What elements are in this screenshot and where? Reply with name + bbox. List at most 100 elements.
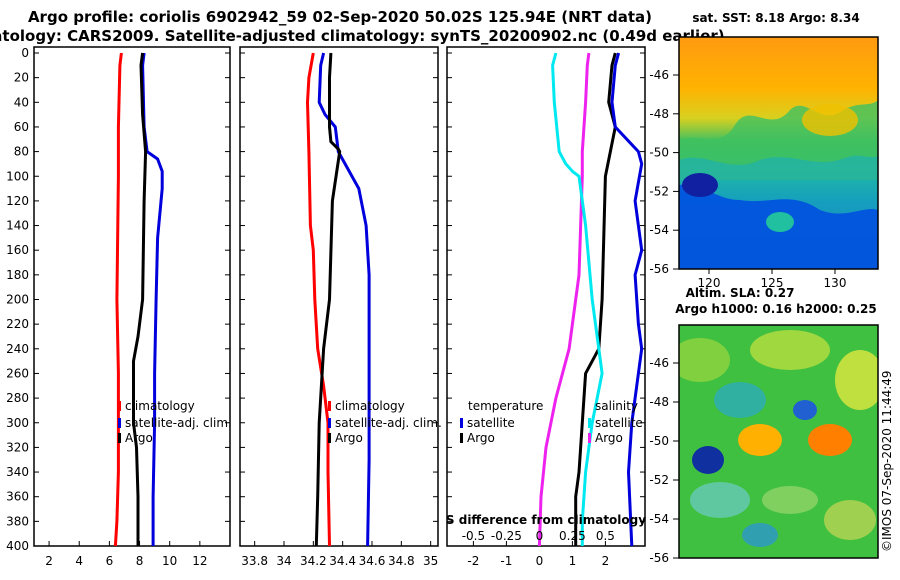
sla-blob <box>690 482 750 518</box>
temperature-panel-frame <box>33 46 231 547</box>
ytick-label: 400 <box>6 539 29 553</box>
sst-map: sat. SST: 8.18 Argo: 8.34 -46 -48 -50 -52 -5… <box>649 11 879 290</box>
xtick-label: 34.8 <box>388 554 415 568</box>
legend-swatch-sal-satellite <box>588 418 591 428</box>
sst-eddy <box>766 212 794 232</box>
ytick-label: 300 <box>6 416 29 430</box>
legend-label-sal-argo: Argo <box>595 431 623 445</box>
legend-label-sal-satellite: satellite <box>595 416 643 430</box>
series-line-argo <box>314 52 342 547</box>
sst-map-title: sat. SST: 8.18 Argo: 8.34 <box>692 11 859 25</box>
sla-low <box>692 446 724 474</box>
xtick-label: 12 <box>192 554 207 568</box>
xtick-label: 34.6 <box>359 554 386 568</box>
ytick-label: 0 <box>21 46 29 60</box>
axes-group: 0204060801001201401601802002202402602803… <box>6 46 645 568</box>
ytick-label: 240 <box>6 342 29 356</box>
map-ytick-label: -50 <box>649 146 669 160</box>
sla-low <box>793 400 817 420</box>
sst-axes: -46 -48 -50 -52 -54 -56 120 125 130 <box>649 68 846 290</box>
title-line-2: Climatology: CARS2009. Satellite-adjuste… <box>0 27 725 45</box>
sst-cold-eddy <box>682 173 718 197</box>
series-line-temperature-argo <box>574 52 617 546</box>
ytick-label: 340 <box>6 465 29 479</box>
xtick-label: 2 <box>602 554 610 568</box>
curves-group <box>113 52 644 547</box>
legend-swatch-temp-argo <box>460 433 463 443</box>
series-line-salinity-argo <box>610 52 644 547</box>
ytick-label: 80 <box>14 145 29 159</box>
difference-legend: temperature satellite Argo salinity sate… <box>460 399 643 445</box>
legend-label-argo: Argo <box>335 431 363 445</box>
xtick-label: 4 <box>75 554 83 568</box>
sla-high <box>738 424 782 456</box>
legend-label-temp-satellite: satellite <box>467 416 515 430</box>
ytick-label: 160 <box>6 243 29 257</box>
sst-warm-patch <box>802 104 858 136</box>
sla-blob <box>750 330 830 370</box>
sla-map: Altim. SLA: 0.27 Argo h1000: 0.16 h2000:… <box>649 286 879 565</box>
legend-swatch-argo <box>328 433 331 443</box>
xtick-label: 6 <box>106 554 114 568</box>
temperature-legend: climatology satellite-adj. clim. Argo <box>118 399 232 445</box>
ytick-label: 180 <box>6 268 29 282</box>
sla-blob <box>679 338 730 382</box>
secondary-xtick-label: -0.5 <box>462 529 485 543</box>
secondary-xtick-label: 0.25 <box>559 529 586 543</box>
series-line-salinity-satellite <box>551 52 604 546</box>
legend-swatch-temp-satellite <box>460 418 463 428</box>
sla-blob <box>824 500 876 540</box>
legend-swatch-satellite <box>118 418 121 428</box>
ytick-label: 140 <box>6 219 29 233</box>
legend-label-temp-argo: Argo <box>467 431 495 445</box>
map-ytick-label: -46 <box>649 68 669 82</box>
legend-swatch-sal-argo <box>588 433 591 443</box>
map-ytick-label: -54 <box>649 223 669 237</box>
salinity-panel-frame <box>239 46 439 547</box>
sla-title-1: Altim. SLA: 0.27 <box>686 286 795 300</box>
xtick-label: 34.4 <box>329 554 356 568</box>
sla-blob <box>742 523 778 547</box>
ytick-label: 360 <box>6 490 29 504</box>
legend-swatch-climatology <box>328 401 331 411</box>
secondary-xtick-label: 0.5 <box>596 529 615 543</box>
legend-swatch-satellite <box>328 418 331 428</box>
map-xtick-label: 125 <box>761 276 784 290</box>
map-ytick-label: -46 <box>649 356 669 370</box>
ytick-label: 380 <box>6 514 29 528</box>
sla-axes: -46 -48 -50 -52 -54 -56 <box>649 356 679 565</box>
map-ytick-label: -54 <box>649 512 669 526</box>
ytick-label: 320 <box>6 440 29 454</box>
xtick-label: 33.8 <box>241 554 268 568</box>
secondary-xtick-label: -0.25 <box>491 529 522 543</box>
ytick-label: 120 <box>6 194 29 208</box>
xtick-label: -2 <box>467 554 479 568</box>
ytick-label: 260 <box>6 366 29 380</box>
sla-blob <box>835 350 878 410</box>
xtick-label: -1 <box>500 554 512 568</box>
sla-blob <box>714 382 766 418</box>
map-xtick-label: 120 <box>698 276 721 290</box>
ytick-label: 280 <box>6 391 29 405</box>
ytick-label: 20 <box>14 71 29 85</box>
xtick-label: 1 <box>569 554 577 568</box>
series-line-climatology <box>306 52 331 547</box>
salinity-legend: climatology satellite-adj. clim. Argo <box>328 399 442 445</box>
map-ytick-label: -56 <box>649 262 669 276</box>
legend-title-temperature: temperature <box>468 399 543 413</box>
secondary-xtick-label: 0 <box>536 529 544 543</box>
title-line-1: Argo profile: coriolis 6902942_59 02-Sep… <box>28 8 652 26</box>
sla-high <box>808 424 852 456</box>
sla-title-2: Argo h1000: 0.16 h2000: 0.25 <box>675 302 876 316</box>
legend-swatch-argo <box>118 433 121 443</box>
difference-panel-frame <box>446 46 646 547</box>
series-line-climatology <box>113 52 123 547</box>
xtick-label: 0 <box>536 554 544 568</box>
legend-label-satellite: satellite-adj. clim. <box>335 416 442 430</box>
xtick-label: 34.2 <box>300 554 327 568</box>
legend-label-argo: Argo <box>125 431 153 445</box>
map-ytick-label: -50 <box>649 434 669 448</box>
legend-label-climatology: climatology <box>125 399 195 413</box>
series-line-temperature-satellite <box>537 52 591 547</box>
